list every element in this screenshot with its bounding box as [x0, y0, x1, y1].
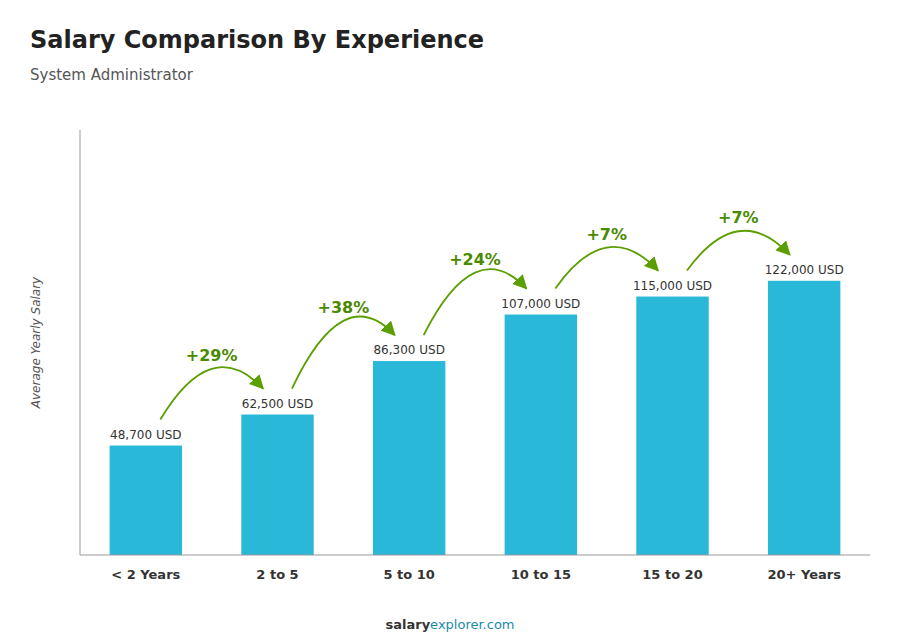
- footer-part: explorer.com: [430, 617, 514, 632]
- bars: [110, 281, 841, 555]
- chart-container: Salary Comparison By Experience System Ad…: [0, 0, 900, 641]
- annotation-arrow: [424, 269, 527, 335]
- annotation: +7%: [718, 208, 759, 227]
- x-axis-line: [80, 555, 870, 556]
- bar: [241, 415, 313, 555]
- annotation-arrow: [160, 367, 263, 419]
- data-label: 48,700 USD: [110, 428, 181, 442]
- annotation-arrow: [555, 247, 658, 289]
- title: Salary Comparison By Experience: [30, 26, 484, 54]
- annotation-arrow: [292, 317, 395, 389]
- x-tick-label: 20+ Years: [767, 567, 841, 582]
- y-axis-label: Average Yearly Salary: [29, 276, 43, 409]
- footer: salaryexplorer.com: [385, 617, 514, 632]
- data-label: 122,000 USD: [765, 263, 844, 277]
- x-tick-label: 10 to 15: [511, 567, 571, 582]
- y-axis-line: [80, 130, 81, 555]
- bar: [636, 297, 708, 555]
- x-tick-label: 5 to 10: [383, 567, 434, 582]
- annotation: +38%: [317, 298, 369, 317]
- annotation-arrow: [687, 231, 790, 271]
- x-tick-label: 2 to 5: [256, 567, 298, 582]
- bar: [110, 446, 182, 555]
- subtitle: System Administrator: [30, 66, 194, 84]
- chart-svg: Salary Comparison By Experience System Ad…: [0, 0, 900, 641]
- annotation: +7%: [586, 225, 627, 244]
- annotation: +29%: [186, 346, 238, 365]
- annotation: +24%: [449, 250, 501, 269]
- footer-part: salary: [385, 617, 430, 632]
- bar: [768, 281, 840, 555]
- bar: [505, 315, 577, 555]
- data-label: 115,000 USD: [633, 279, 712, 293]
- data-label: 107,000 USD: [501, 297, 580, 311]
- data-label: 86,300 USD: [373, 343, 444, 357]
- bar: [373, 361, 445, 555]
- x-tick-label: 15 to 20: [642, 567, 702, 582]
- data-label: 62,500 USD: [242, 397, 313, 411]
- annotations: +29% +38% +24% +7% +7%: [160, 208, 789, 419]
- x-tick-label: < 2 Years: [111, 567, 180, 582]
